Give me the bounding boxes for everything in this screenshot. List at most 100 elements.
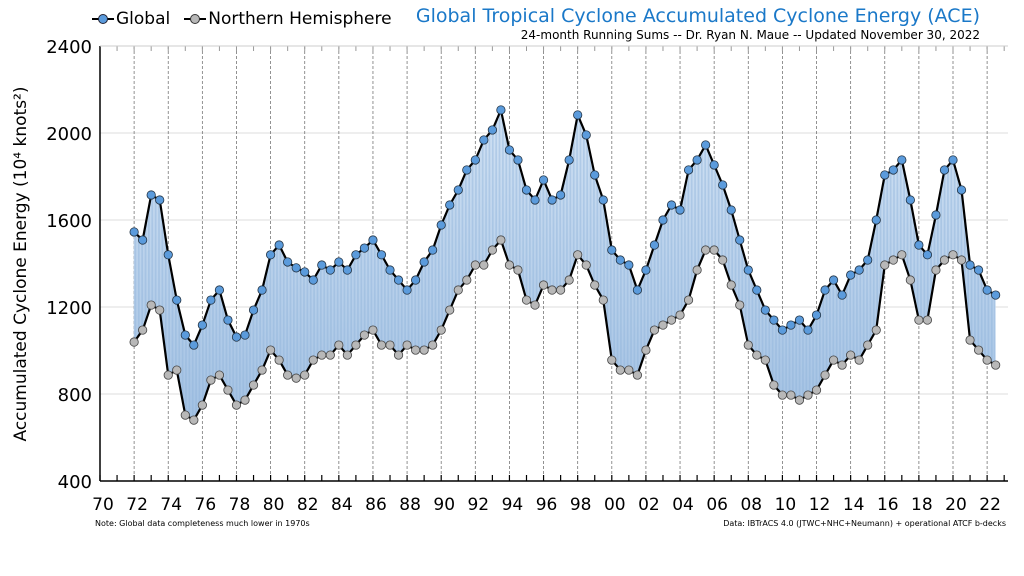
legend: Global Northern Hemisphere: [92, 9, 392, 29]
nh-point: [752, 350, 762, 360]
legend-nh-label: Northern Hemisphere: [208, 9, 392, 29]
global-point: [897, 155, 907, 165]
global-point: [180, 330, 190, 340]
nh-point: [138, 325, 148, 335]
nh-point: [760, 355, 770, 365]
nh-point: [726, 280, 736, 290]
global-point: [214, 285, 225, 295]
global-point: [129, 227, 139, 237]
global-point: [820, 285, 830, 295]
chart-subtitle: 24-month Running Sums -- Dr. Ryan N. Mau…: [520, 28, 980, 42]
x-tick-label: 84: [331, 495, 353, 515]
x-tick-label: 96: [536, 495, 558, 515]
global-point: [641, 265, 651, 275]
global-point: [564, 155, 574, 165]
global-point: [846, 270, 856, 280]
nh-point: [180, 410, 190, 420]
legend-global: Global: [92, 9, 170, 29]
global-point: [649, 240, 660, 250]
nh-point: [248, 380, 259, 390]
x-tick-label: 88: [399, 495, 421, 515]
x-tick-label: 82: [297, 495, 319, 515]
global-point: [905, 195, 915, 205]
global-point: [163, 250, 173, 260]
nh-point: [359, 330, 370, 340]
nh-point: [811, 385, 822, 395]
nh-point: [632, 370, 642, 380]
global-point: [752, 285, 762, 295]
global-point: [521, 185, 532, 195]
nh-point: [718, 255, 728, 265]
nh-point: [828, 355, 839, 365]
global-point: [428, 245, 438, 255]
global-point: [342, 265, 352, 275]
nh-point: [376, 340, 387, 350]
x-tick-label: 76: [195, 495, 217, 515]
global-point: [828, 275, 839, 285]
global-point: [376, 250, 387, 260]
nh-point: [590, 280, 600, 290]
global-point: [709, 160, 719, 170]
global-point: [615, 255, 625, 265]
x-tick-label: 80: [263, 495, 285, 515]
nh-point: [794, 395, 805, 405]
nh-point: [581, 260, 591, 270]
nh-point: [607, 355, 617, 365]
nh-point: [368, 325, 378, 335]
nh-point: [871, 325, 881, 335]
global-point: [939, 165, 950, 175]
global-point: [411, 275, 421, 285]
global-point: [973, 265, 984, 275]
nh-point: [538, 280, 549, 290]
nh-point: [521, 295, 532, 305]
global-point: [325, 265, 335, 275]
nh-point: [769, 380, 779, 390]
nh-point: [956, 255, 967, 265]
global-point: [777, 325, 788, 335]
global-point: [590, 170, 600, 180]
global-point: [334, 257, 344, 267]
global-point: [794, 315, 805, 325]
global-point: [726, 205, 736, 215]
global-point: [743, 265, 753, 275]
x-tick-label: 70: [92, 495, 114, 515]
global-point: [223, 315, 233, 325]
global-point: [419, 257, 429, 267]
global-point: [948, 155, 958, 165]
nh-point: [257, 365, 267, 375]
nh-point: [948, 250, 958, 260]
x-tick-label: 16: [877, 495, 899, 515]
global-point: [556, 190, 566, 200]
global-point: [931, 210, 941, 220]
nh-point: [922, 315, 933, 325]
nh-point: [428, 340, 438, 350]
global-point: [701, 140, 711, 150]
x-tick-label: 22: [979, 495, 1001, 515]
nh-point: [692, 265, 702, 275]
y-tick-label: 800: [58, 385, 92, 406]
global-point: [265, 250, 276, 260]
x-tick-label: 08: [740, 495, 762, 515]
nh-point: [172, 365, 182, 375]
nh-point: [308, 355, 318, 365]
global-point: [487, 125, 497, 135]
nh-point: [701, 245, 711, 255]
nh-point: [863, 340, 873, 350]
nh-point: [973, 345, 984, 355]
nh-point: [325, 350, 335, 360]
nh-point: [129, 337, 139, 347]
global-point: [683, 165, 694, 175]
global-point: [991, 290, 1001, 300]
nh-point: [334, 340, 344, 350]
y-tick-label: 400: [58, 472, 92, 493]
nh-point: [513, 265, 523, 275]
nh-point: [496, 235, 506, 245]
nh-point: [462, 275, 472, 285]
global-point: [666, 200, 677, 210]
nh-point: [931, 265, 941, 275]
global-point: [735, 235, 745, 245]
x-tick-label: 02: [638, 495, 660, 515]
y-tick-label: 1600: [46, 211, 92, 232]
nh-point: [786, 390, 796, 400]
global-point: [257, 285, 267, 295]
